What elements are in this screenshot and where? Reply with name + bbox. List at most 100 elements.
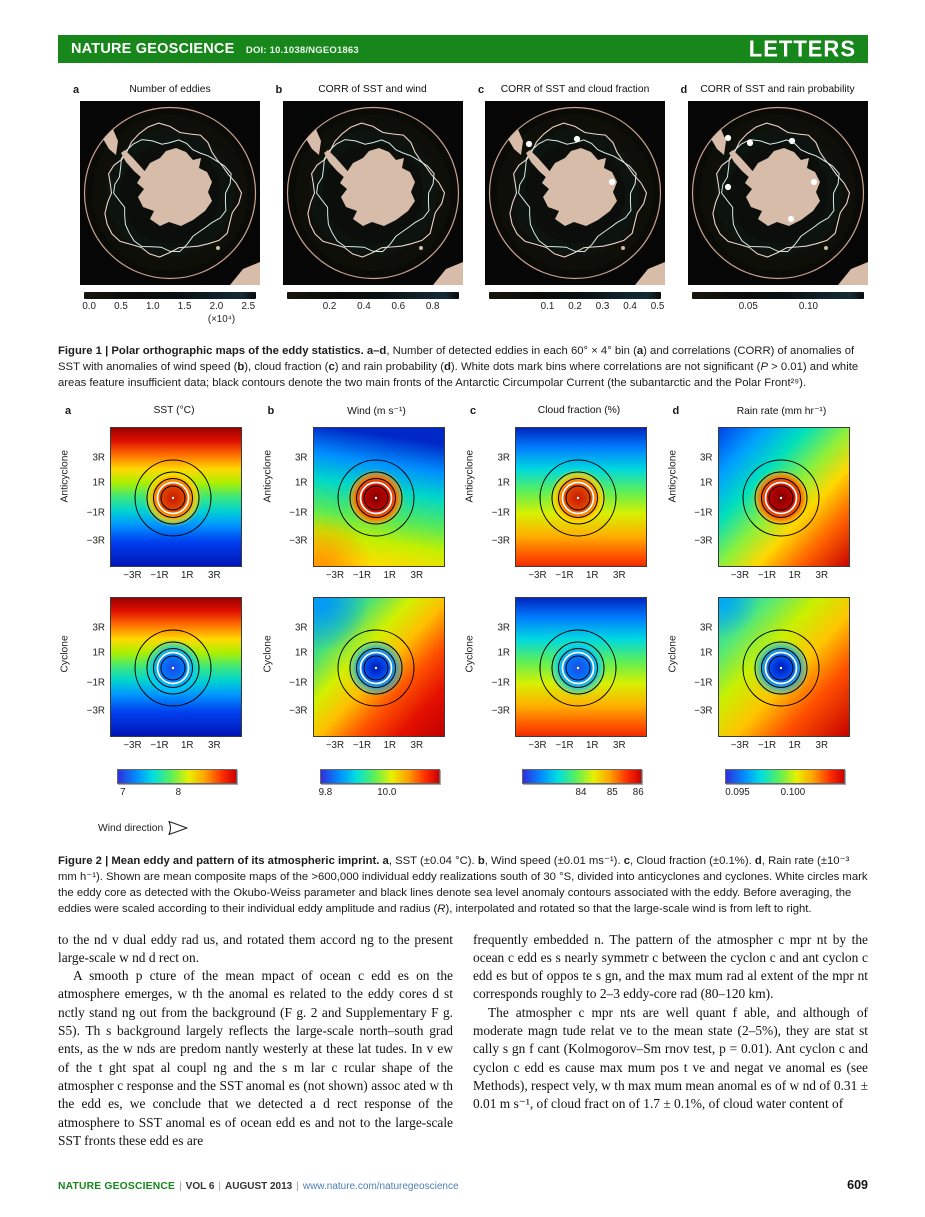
eddy-core-circle (156, 652, 190, 685)
land-antarctic-peninsula (323, 150, 350, 179)
row-label: Cyclone (667, 635, 678, 673)
plot-frame (515, 597, 647, 738)
colorbar-tick-label: 7 (120, 787, 126, 799)
non-significant-dot (746, 139, 753, 147)
x-tick-label: −1R (352, 570, 372, 582)
sla-contour (153, 478, 193, 519)
footer-date: AUGUST 2013 (225, 1181, 293, 1192)
figure1-panel-header: d CORR of SST and rain probability (666, 84, 869, 101)
panel-title: Number of eddies (129, 84, 211, 95)
figure-1: a Number of eddies 0.0 0.5 1.0 1.5 2.0 2.5 (×10… (58, 84, 868, 391)
sla-contour (565, 655, 591, 681)
figure1-panel-header: b CORR of SST and wind (261, 84, 464, 101)
panel-letter: a (73, 84, 80, 96)
y-tick-label: 1R (294, 477, 308, 489)
caption-segment: ), interpolated and rotated so that the … (445, 902, 812, 915)
eddy-core-circle (156, 482, 190, 515)
panel-letter: d (680, 84, 688, 96)
x-tick-label: 1R (383, 570, 396, 582)
figure2-title-row: a SST (°C) b Wind (m s⁻¹) c Cloud fraction (%… (58, 405, 868, 425)
non-significant-dot (724, 134, 731, 142)
sla-contour (349, 471, 402, 525)
colorbar (522, 769, 642, 785)
figure1-panel-header: a Number of eddies (58, 84, 261, 101)
y-tick-label: 1R (294, 647, 308, 659)
figure2-title-cell-d: d Rain rate (mm hr⁻¹) (666, 405, 869, 425)
colorbar-tick-label: 1.5 (177, 301, 192, 312)
sla-contour (160, 655, 186, 681)
y-tick-label: 3R (294, 622, 308, 634)
sla-contour (754, 471, 807, 525)
land-corner (230, 262, 260, 285)
y-tick-label: 3R (92, 452, 105, 464)
y-tick-label: −1R (289, 677, 308, 689)
figure2-colorbar-row: 7 8 9.8 10.0 84 85 86 0.095 0.100 (58, 769, 868, 803)
front-contour-subantarctic (104, 122, 243, 258)
sla-contour (355, 478, 396, 519)
footer-journal-url[interactable]: www.nature.com/naturegeoscience (302, 1181, 459, 1192)
caption-segment: b (237, 360, 245, 373)
figure-2-caption: Figure 2 | Mean eddy and pattern of its … (58, 854, 868, 917)
colorbar-ticks: 0.2 0.4 0.6 0.8 (287, 301, 459, 314)
x-tick-label: 3R (208, 740, 221, 752)
eddy-composite-plot (717, 597, 850, 738)
plot-frame (110, 427, 242, 568)
eddy-composite-plot (312, 427, 445, 568)
y-tick-label: −3R (491, 535, 510, 547)
colorbar-tick-label: 0.8 (425, 301, 440, 312)
sla-contour (134, 459, 212, 537)
land-antarctica (137, 148, 212, 226)
x-tick-label: −3R (123, 570, 142, 582)
sla-contour (337, 459, 414, 537)
eddy-composite-plot (515, 427, 647, 568)
polar-map (282, 101, 463, 285)
y-tick-label: −1R (491, 677, 510, 689)
colorbar-cell-d: 0.095 0.100 (666, 769, 869, 803)
figure2-panel-a-cyclone: Cyclone 3R 1R −1R −3R −3R −1R 1R 3R (58, 597, 261, 757)
eddy-composite-plot (110, 427, 242, 568)
eddy-core-circle (561, 482, 595, 515)
eddy-core-circle (561, 652, 595, 685)
y-tick-label: −3R (491, 705, 510, 717)
colorbar-tick-label: 0.10 (798, 301, 818, 312)
eddy-core-circle (359, 482, 392, 515)
article-body: to the nd v dual eddy rad us, and rotate… (58, 931, 868, 1151)
footer-left: NATURE GEOSCIENCE | VOL 6 | AUGUST 2013 | www.… (58, 1181, 459, 1192)
eddy-core-circle (359, 652, 392, 685)
journal-header-bar: NATURE GEOSCIENCE DOI: 10.1038/NGEO1863 … (58, 35, 868, 63)
colorbar-tick-label: 0.2 (568, 301, 582, 312)
colorbar-tick-label: 9.8 (318, 787, 333, 799)
polar-map (687, 101, 868, 285)
page-content: NATURE GEOSCIENCE DOI: 10.1038/NGEO1863 … (58, 0, 868, 1150)
y-tick-label: 1R (497, 647, 510, 659)
x-tick-label: 1R (180, 570, 194, 582)
eddy-core-circle (764, 482, 797, 515)
caption-segment: , Number of detected eddies in each 60° … (386, 345, 637, 357)
sla-contour (551, 471, 605, 525)
y-tick-label: 1R (497, 477, 510, 489)
polar-map-wrap (485, 101, 665, 290)
sla-contour (363, 655, 388, 681)
sla-contour (742, 459, 819, 537)
colorbar (691, 292, 864, 299)
colorbar-tick-label: 1.0 (145, 301, 160, 312)
caption-segment: d (444, 360, 451, 373)
y-tick-label: 1R (92, 477, 105, 489)
polar-map-wrap (687, 101, 868, 290)
article-type-label: LETTERS (748, 35, 856, 62)
x-tick-label: 1R (383, 740, 396, 752)
x-tick-label: 3R (410, 740, 424, 752)
eddy-composite-plot (717, 427, 850, 568)
eddy-core-circle (764, 652, 797, 685)
sla-contour (565, 485, 591, 511)
land-antarctic-peninsula (121, 150, 147, 179)
wind-direction-arrow-icon (168, 821, 188, 836)
caption-segment: , Wind speed (±0.01 ms⁻¹). (484, 855, 624, 868)
y-tick-label: 3R (497, 622, 510, 634)
front-contour-polar (518, 139, 637, 253)
journal-header-left: NATURE GEOSCIENCE DOI: 10.1038/NGEO1863 (71, 40, 359, 58)
caption-segment: ), cloud fraction ( (244, 360, 329, 373)
non-significant-dot (573, 135, 581, 143)
